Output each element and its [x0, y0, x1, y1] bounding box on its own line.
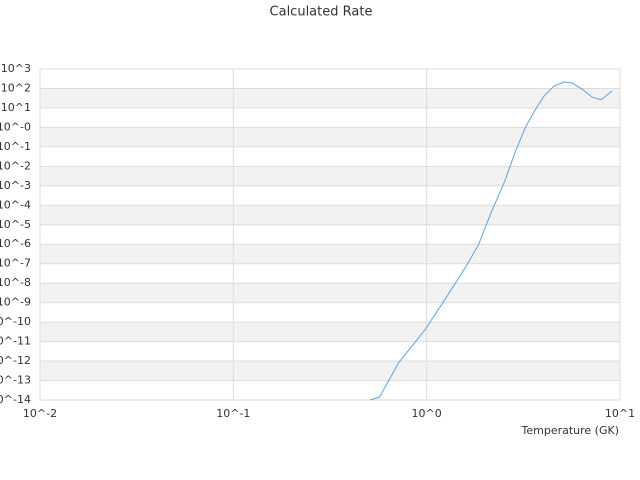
y-tick-label: 10^-12: [0, 354, 31, 367]
y-tick-label: 10^2: [1, 81, 31, 94]
y-tick-label: 10^1: [1, 101, 31, 114]
y-tick-label: 10^-4: [0, 198, 31, 211]
y-tick-label: 10^-11: [0, 335, 31, 348]
grid-band: [40, 283, 620, 303]
y-tick-label: 10^-1: [0, 140, 31, 153]
grid-band: [40, 244, 620, 264]
y-tick-label: 10^-7: [0, 257, 31, 270]
y-tick-label: 10^-9: [0, 296, 31, 309]
y-tick-label: 10^-3: [0, 179, 31, 192]
x-axis-label: Temperature (GK): [521, 424, 620, 437]
data-line: [369, 81, 613, 400]
y-tick-label: 10^-8: [0, 276, 31, 289]
x-tick-label: 10^-1: [216, 407, 250, 420]
grid-band: [40, 166, 620, 186]
x-tick-label: 10^0: [412, 407, 442, 420]
chart-title: Calculated Rate: [270, 5, 373, 20]
grid-band: [40, 88, 620, 108]
y-tick-label: 10^-10: [0, 315, 31, 328]
grid-band: [40, 205, 620, 225]
y-tick-label: 10^3: [1, 62, 31, 75]
y-tick-label: 10^-14: [0, 393, 31, 406]
grid-bands: [40, 88, 620, 381]
y-tick-label: 10^-0: [0, 120, 31, 133]
y-tick-label: 10^-13: [0, 374, 31, 387]
x-tick-label: 10^-2: [23, 407, 57, 420]
y-tick-label: 10^-5: [0, 218, 31, 231]
grid-band: [40, 322, 620, 342]
x-tick-label: 10^1: [605, 407, 635, 420]
y-tick-label: 10^-2: [0, 159, 31, 172]
grid-band: [40, 127, 620, 147]
grid-band: [40, 361, 620, 381]
plot-frame: [39, 68, 621, 401]
y-tick-label: 10^-6: [0, 237, 31, 250]
